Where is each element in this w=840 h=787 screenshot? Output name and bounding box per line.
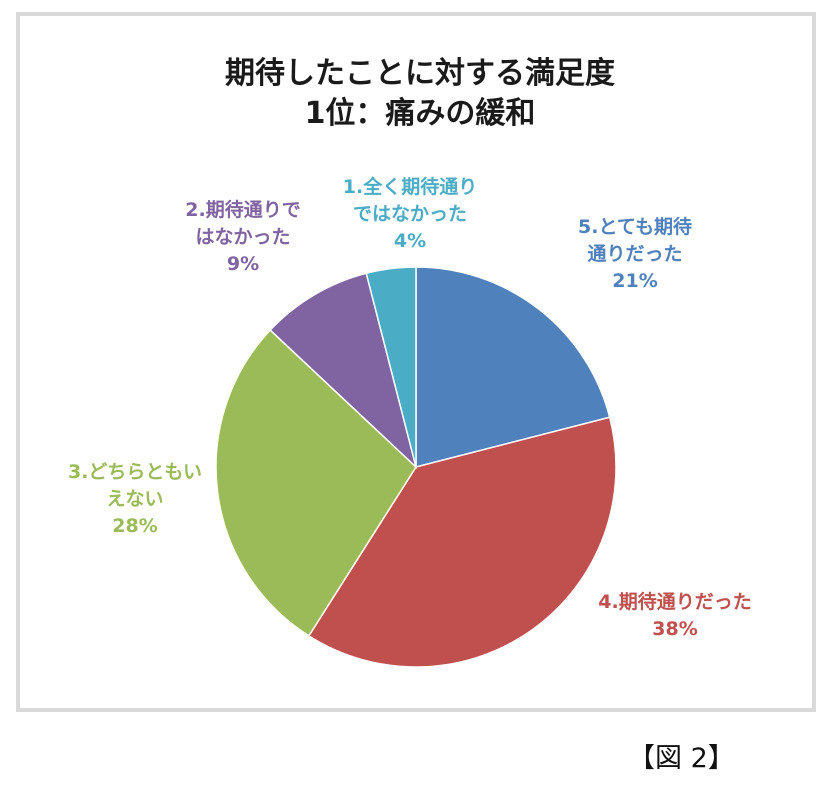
pie-slice-4 <box>307 416 617 668</box>
slice-label-3-line1: 3.どちらともい <box>67 461 203 483</box>
slice-label-4-line1: 4.期待通りだった <box>598 591 752 613</box>
slice-label-1: 1.全く期待通り ではなかった 4% <box>310 174 510 255</box>
slice-label-4: 4.期待通りだった 38% <box>560 589 790 643</box>
slice-label-2: 2.期待通りで はなかった 9% <box>148 197 338 278</box>
slice-label-5-line2: 通りだった <box>587 243 683 265</box>
slice-label-1-pct: 4% <box>393 230 427 252</box>
slice-label-3: 3.どちらともい えない 28% <box>40 459 230 540</box>
slice-label-1-line2: ではなかった <box>352 203 467 225</box>
slice-label-4-pct: 38% <box>652 618 698 640</box>
figure-caption: 【図 2】 <box>628 743 735 774</box>
slice-label-3-pct: 28% <box>112 515 158 537</box>
slice-label-5-line1: 5.とても期待 <box>578 216 692 238</box>
pie-slice-3 <box>215 329 417 637</box>
slice-label-2-pct: 9% <box>226 253 260 275</box>
chart-title-line2: 1位：痛みの緩和 <box>304 96 536 131</box>
slice-label-5: 5.とても期待 通りだった 21% <box>540 214 730 295</box>
slice-label-5-pct: 21% <box>612 270 658 292</box>
pie-slice-1 <box>365 266 417 468</box>
pie-slice-5 <box>415 266 611 468</box>
slice-label-2-line2: はなかった <box>195 226 291 248</box>
slice-label-2-line1: 2.期待通りで <box>185 199 301 221</box>
chart-title-line1: 期待したことに対する満足度 <box>225 56 615 91</box>
pie-slice-2 <box>269 272 418 470</box>
slice-label-1-line1: 1.全く期待通り <box>342 176 478 198</box>
slice-label-3-line2: えない <box>106 488 164 510</box>
